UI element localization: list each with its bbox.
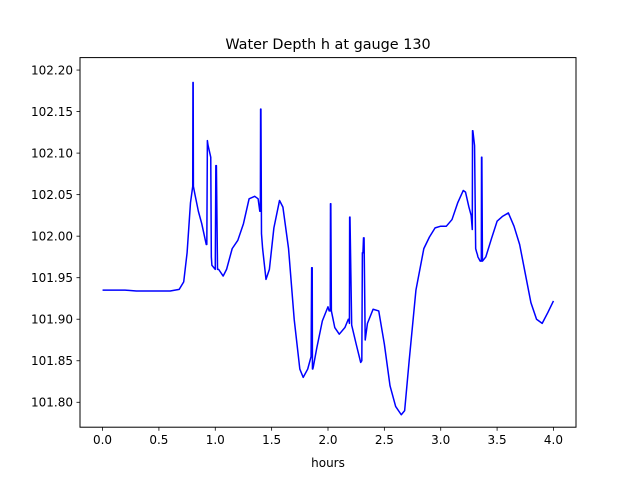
y-tick-label: 102.10 (31, 146, 73, 160)
y-tick-label: 101.85 (31, 354, 73, 368)
x-tick-label: 1.0 (206, 433, 225, 447)
x-tick-label: 1.5 (262, 433, 281, 447)
axis-ticks: 0.0 0.5 1.0 1.5 2.0 2.5 3.0 3.5 4.0 101.80 101.85 1… (31, 63, 563, 447)
series-line (102, 81, 555, 416)
y-tick-label: 101.90 (31, 313, 73, 327)
x-tick-label: 4.0 (544, 433, 563, 447)
y-tick-label: 102.15 (31, 105, 73, 119)
y-tick-label: 102.05 (31, 188, 73, 202)
x-tick-label: 3.0 (431, 433, 450, 447)
chart-title: Water Depth h at gauge 130 (225, 37, 430, 53)
x-tick-label: 2.0 (318, 433, 337, 447)
plot-area-frame (79, 57, 577, 428)
x-tick-label: 0.5 (149, 433, 168, 447)
x-axis-label: hours (311, 456, 345, 470)
y-tick-label: 101.80 (31, 396, 73, 410)
y-tick-label: 101.95 (31, 271, 73, 285)
y-tick-label: 102.00 (31, 229, 73, 243)
y-tick-label: 102.20 (31, 63, 73, 77)
series-layer (102, 81, 555, 416)
x-tick-label: 3.5 (488, 433, 507, 447)
x-tick-label: 0.0 (93, 433, 112, 447)
x-tick-label: 2.5 (375, 433, 394, 447)
